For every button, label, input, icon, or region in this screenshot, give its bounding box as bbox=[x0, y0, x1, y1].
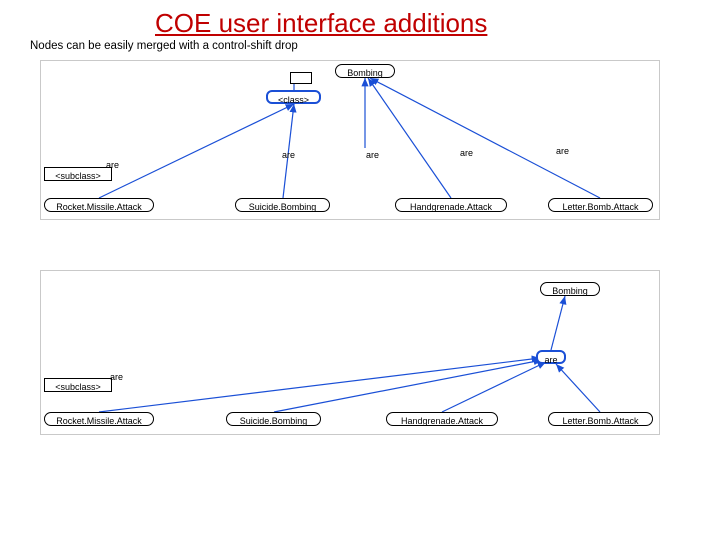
diagram2-node-are2[interactable]: are bbox=[536, 350, 566, 364]
diagram1-edge-label-1: are bbox=[282, 150, 295, 160]
diagram2-node-subclass2[interactable]: <subclass> bbox=[44, 378, 112, 392]
diagram2-node-grenade2[interactable]: Handgrenade.Attack bbox=[386, 412, 498, 426]
diagram1-class-icon bbox=[290, 72, 312, 84]
diagram2-node-bombing2[interactable]: Bombing bbox=[540, 282, 600, 296]
diagram1-edge-label-3: are bbox=[460, 148, 473, 158]
slide-title: COE user interface additions bbox=[155, 8, 487, 39]
diagram1-edge-label-2: are bbox=[366, 150, 379, 160]
diagram2-node-suicide2[interactable]: Suicide.Bombing bbox=[226, 412, 321, 426]
diagram1-node-bombing[interactable]: Bombing bbox=[335, 64, 395, 78]
diagram1-node-letter[interactable]: Letter.Bomb.Attack bbox=[548, 198, 653, 212]
diagram1-node-rocket[interactable]: Rocket.Missile.Attack bbox=[44, 198, 154, 212]
diagram1-edge-label-0: are bbox=[106, 160, 119, 170]
diagram1-node-suicide[interactable]: Suicide.Bombing bbox=[235, 198, 330, 212]
diagram1-node-subclass[interactable]: <subclass> bbox=[44, 167, 112, 181]
diagram2-node-rocket2[interactable]: Rocket.Missile.Attack bbox=[44, 412, 154, 426]
diagram2-node-letter2[interactable]: Letter.Bomb.Attack bbox=[548, 412, 653, 426]
diagram1-panel bbox=[40, 60, 660, 220]
diagram1-node-grenade[interactable]: Handgrenade.Attack bbox=[395, 198, 507, 212]
diagram1-node-class[interactable]: <class> bbox=[266, 90, 321, 104]
diagram1-edge-label-4: are bbox=[556, 146, 569, 156]
slide-subtitle: Nodes can be easily merged with a contro… bbox=[30, 40, 298, 52]
diagram2-edge-label-0: are bbox=[110, 372, 123, 382]
